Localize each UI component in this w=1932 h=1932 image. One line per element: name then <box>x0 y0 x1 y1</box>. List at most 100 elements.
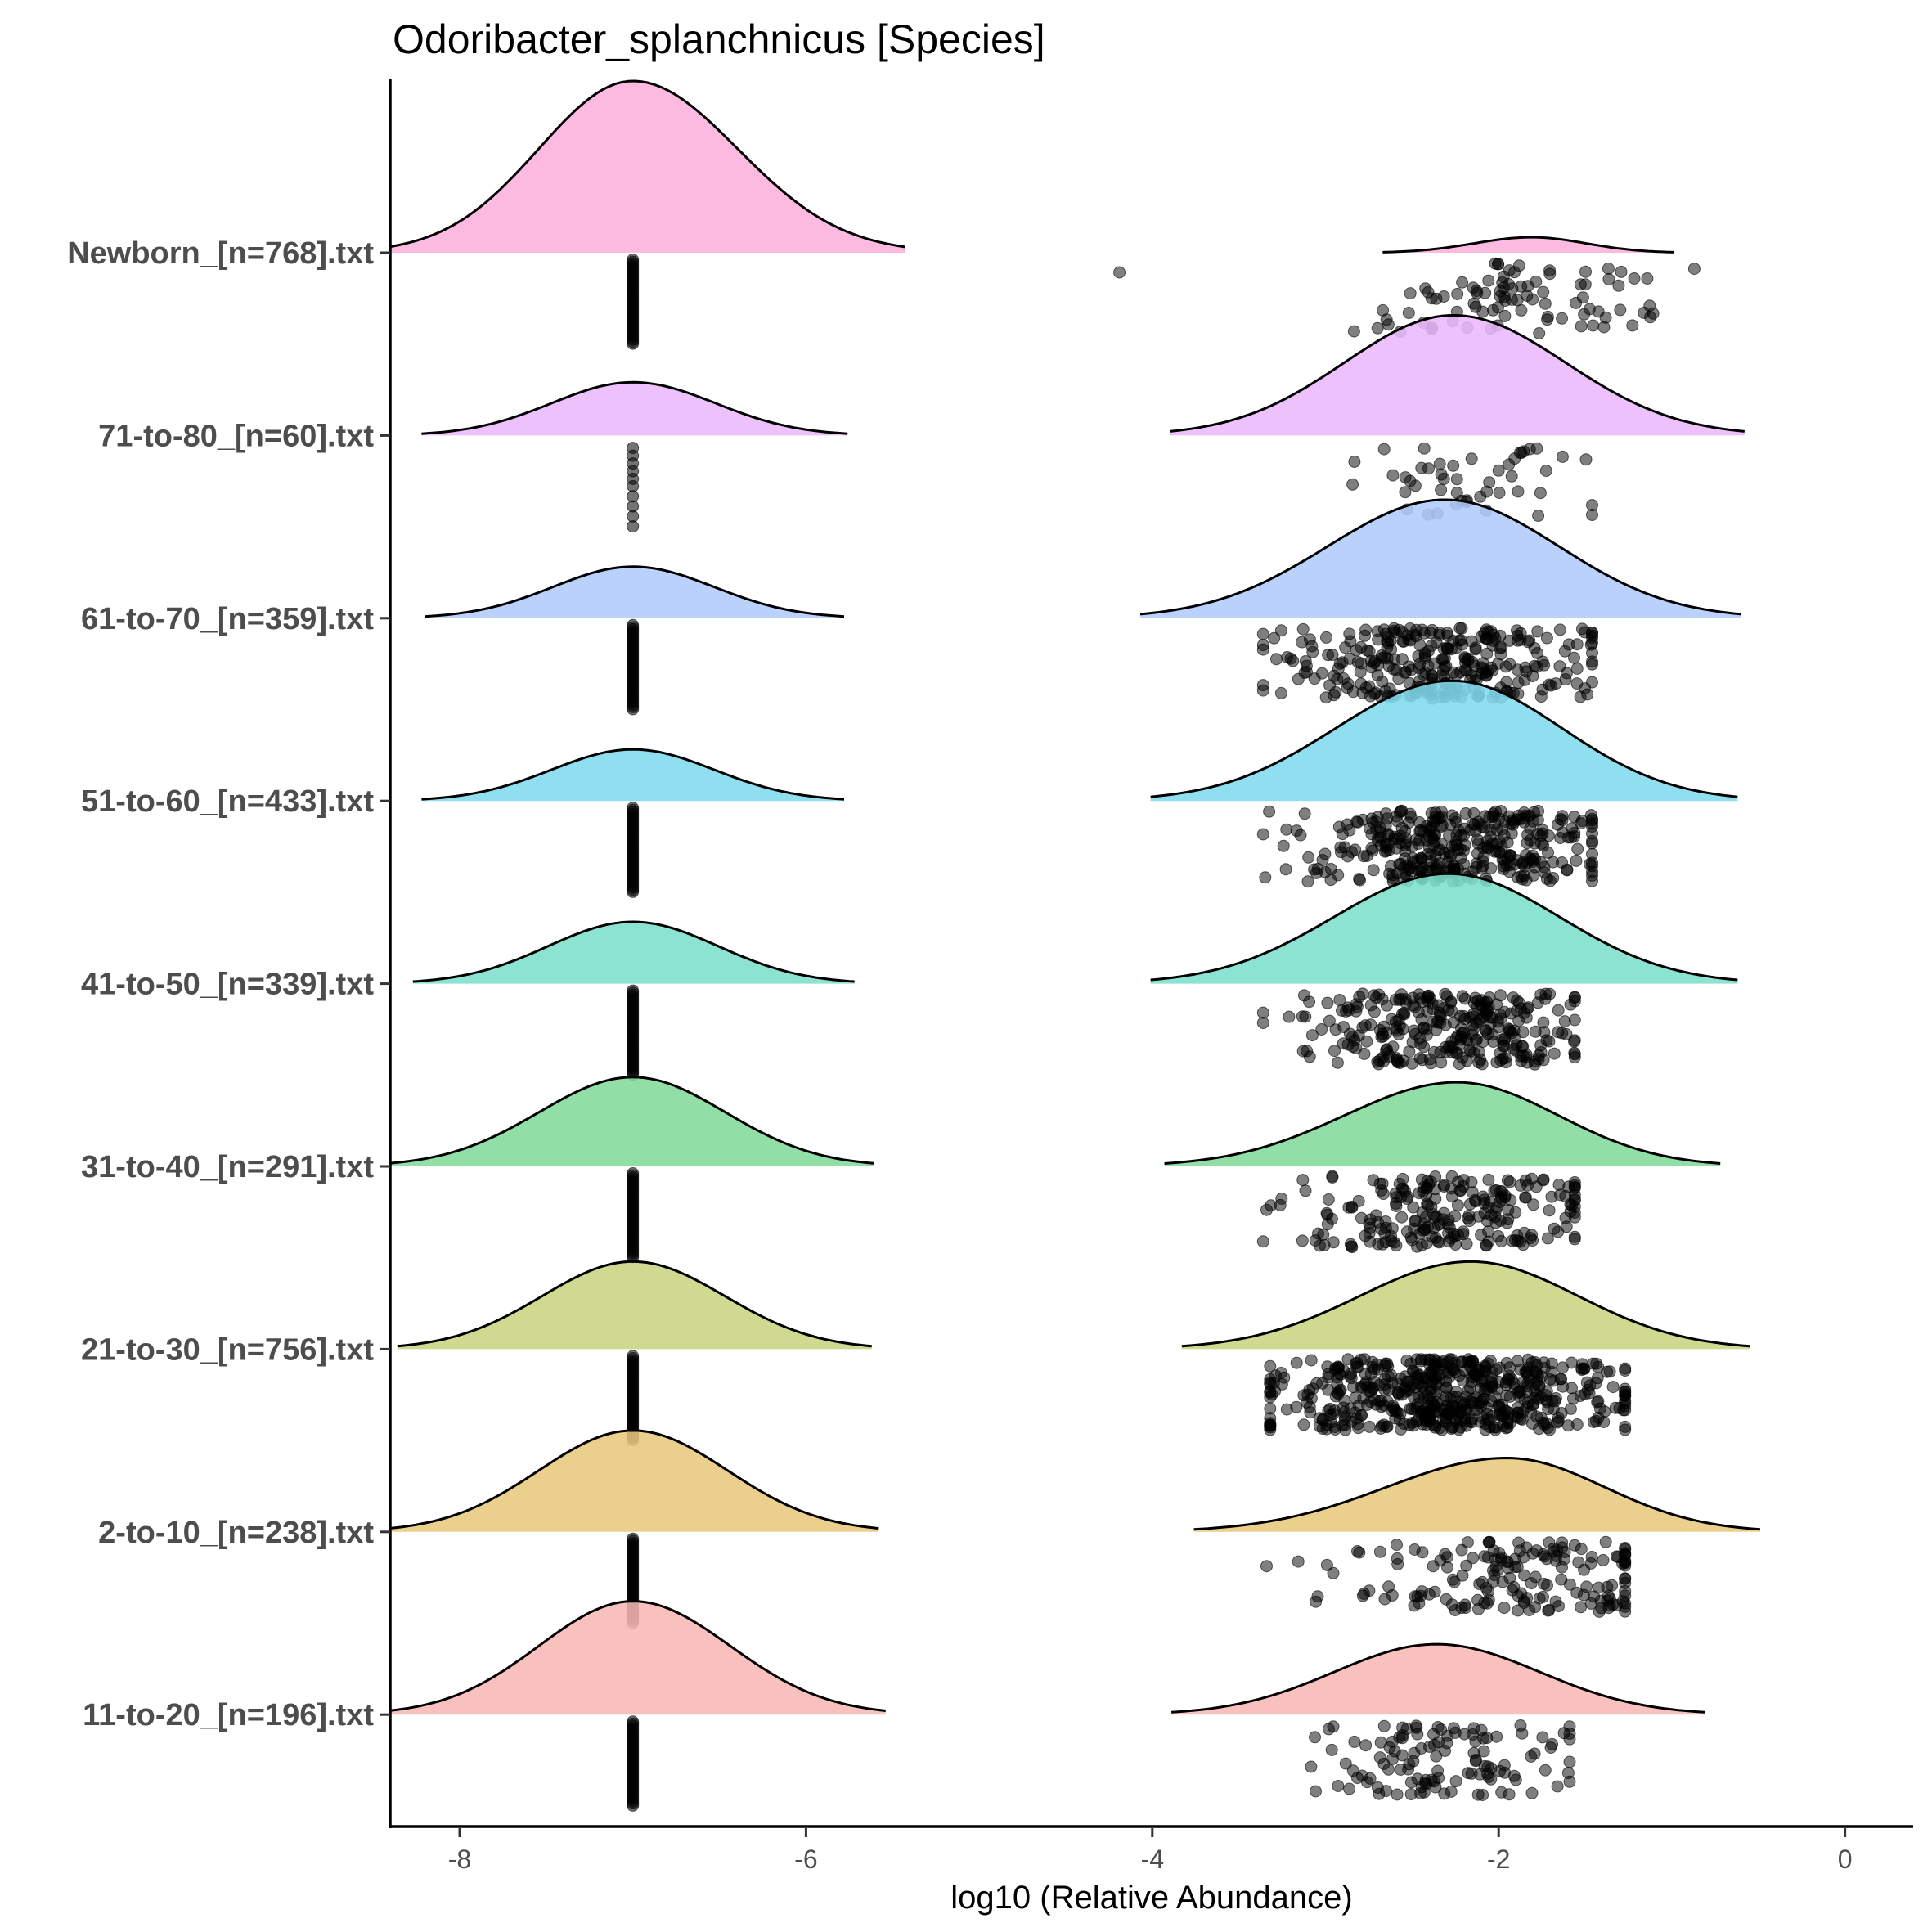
data-point <box>1296 622 1310 636</box>
data-point <box>1377 1719 1391 1732</box>
data-point <box>1390 1200 1403 1212</box>
data-point <box>1641 272 1654 285</box>
data-point <box>1371 321 1384 335</box>
data-point <box>1487 1564 1499 1577</box>
data-point <box>1483 1413 1496 1427</box>
data-point <box>1303 633 1316 646</box>
data-point <box>1423 1740 1436 1753</box>
data-point <box>1487 303 1499 317</box>
data-point <box>1377 443 1391 456</box>
data-point <box>1332 869 1345 882</box>
data-point <box>1308 863 1321 876</box>
data-point <box>1396 1729 1409 1741</box>
data-point <box>1481 1004 1494 1018</box>
data-point <box>1317 1413 1329 1426</box>
data-point <box>1492 1229 1505 1242</box>
data-point <box>1438 1787 1451 1800</box>
data-point <box>1310 1785 1322 1798</box>
data-point <box>1395 1422 1408 1436</box>
data-point <box>1367 864 1380 877</box>
data-point <box>1421 994 1434 1007</box>
data-point <box>1505 470 1518 483</box>
data-point <box>1343 1782 1356 1795</box>
data-point <box>1456 1355 1469 1368</box>
data-point <box>1592 1411 1605 1424</box>
data-point <box>1394 1764 1407 1776</box>
data-point <box>1421 1197 1434 1211</box>
data-point <box>1507 1769 1521 1782</box>
data-point <box>1296 1010 1309 1023</box>
data-point <box>1606 1579 1619 1592</box>
data-point <box>1397 636 1410 648</box>
data-point <box>1302 851 1315 864</box>
data-point <box>1327 1720 1340 1733</box>
data-point <box>1391 1539 1403 1552</box>
data-point <box>1537 285 1550 299</box>
data-point <box>1352 1194 1365 1207</box>
data-point <box>1514 1235 1527 1248</box>
data-point <box>1614 303 1627 317</box>
density-outline <box>1150 872 1738 982</box>
data-point <box>1296 1174 1310 1187</box>
data-point <box>1422 462 1435 475</box>
data-point <box>1578 308 1591 321</box>
data-point <box>1533 1379 1546 1392</box>
data-point <box>1395 1211 1409 1224</box>
data-point <box>1449 815 1462 829</box>
data-point <box>1405 1057 1418 1070</box>
data-point <box>1515 303 1528 317</box>
data-point <box>1543 1204 1556 1217</box>
density-left <box>390 1601 886 1715</box>
data-point <box>1578 1363 1591 1376</box>
data-point <box>1486 639 1499 652</box>
data-point <box>1586 847 1598 860</box>
data-point <box>1458 858 1471 870</box>
data-point <box>1467 1010 1480 1023</box>
data-point <box>1422 659 1435 672</box>
data-point <box>1358 1588 1371 1600</box>
data-point <box>1437 290 1450 303</box>
points-layer <box>627 254 1701 1812</box>
data-point <box>1373 1395 1386 1408</box>
data-point <box>1481 1551 1494 1564</box>
data-point <box>1298 989 1310 1002</box>
outlier-point <box>1113 266 1126 279</box>
data-point <box>1556 450 1569 463</box>
data-point <box>1310 1595 1323 1608</box>
data-point <box>1356 1021 1369 1034</box>
data-point <box>1365 842 1378 855</box>
data-point <box>1354 666 1367 678</box>
data-point <box>1571 842 1584 856</box>
data-point <box>1565 1356 1578 1369</box>
data-point <box>1410 1415 1423 1428</box>
data-point <box>1332 1780 1345 1792</box>
data-point <box>1537 1054 1550 1067</box>
data-point <box>1395 653 1409 666</box>
data-point <box>1562 1180 1575 1193</box>
y-tick-label: Newborn_[n=768].txt <box>67 236 374 271</box>
data-point <box>1320 631 1332 644</box>
data-point <box>1407 1201 1420 1214</box>
data-point <box>1403 1045 1416 1058</box>
data-point <box>1443 829 1456 842</box>
x-tick-label: -6 <box>794 1844 817 1874</box>
data-point <box>1502 1203 1515 1216</box>
data-point <box>1455 1543 1468 1557</box>
data-point <box>1259 871 1272 884</box>
data-point <box>1517 1594 1530 1607</box>
data-point <box>1564 1402 1577 1415</box>
data-point <box>1531 996 1544 1009</box>
data-point <box>1543 267 1557 281</box>
data-point <box>1510 1039 1523 1052</box>
data-point <box>1507 991 1520 1004</box>
data-point <box>1473 1578 1486 1590</box>
data-point <box>1591 1395 1604 1409</box>
data-point <box>1280 823 1293 836</box>
data-point <box>1525 1405 1538 1418</box>
data-point <box>1511 634 1524 647</box>
data-point <box>1466 1186 1479 1199</box>
data-point <box>1322 1193 1335 1206</box>
data-point <box>1525 1750 1538 1763</box>
data-point <box>1364 1772 1377 1785</box>
points-group <box>627 442 1598 533</box>
